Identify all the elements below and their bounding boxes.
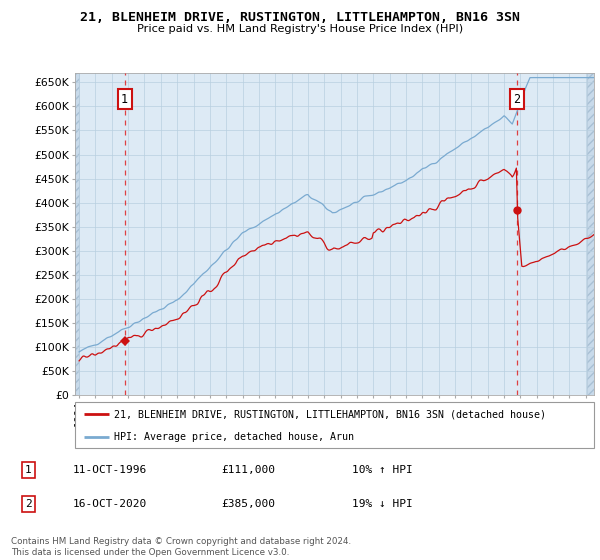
Text: £111,000: £111,000	[221, 465, 275, 475]
Text: 21, BLENHEIM DRIVE, RUSTINGTON, LITTLEHAMPTON, BN16 3SN: 21, BLENHEIM DRIVE, RUSTINGTON, LITTLEHA…	[80, 11, 520, 24]
Text: Contains HM Land Registry data © Crown copyright and database right 2024.
This d: Contains HM Land Registry data © Crown c…	[11, 537, 351, 557]
Text: 1: 1	[25, 465, 32, 475]
Text: 11-OCT-1996: 11-OCT-1996	[73, 465, 147, 475]
Text: 1: 1	[121, 93, 128, 106]
Bar	[587, 73, 594, 395]
Text: 2: 2	[514, 93, 521, 106]
Text: 2: 2	[25, 499, 32, 509]
Text: HPI: Average price, detached house, Arun: HPI: Average price, detached house, Arun	[114, 432, 354, 441]
Text: 19% ↓ HPI: 19% ↓ HPI	[352, 499, 413, 509]
Bar	[75, 73, 79, 395]
Text: Price paid vs. HM Land Registry's House Price Index (HPI): Price paid vs. HM Land Registry's House …	[137, 24, 463, 34]
Text: £385,000: £385,000	[221, 499, 275, 509]
Text: 16-OCT-2020: 16-OCT-2020	[73, 499, 147, 509]
Text: 10% ↑ HPI: 10% ↑ HPI	[352, 465, 413, 475]
Text: 21, BLENHEIM DRIVE, RUSTINGTON, LITTLEHAMPTON, BN16 3SN (detached house): 21, BLENHEIM DRIVE, RUSTINGTON, LITTLEHA…	[114, 409, 546, 419]
FancyBboxPatch shape	[75, 402, 594, 448]
